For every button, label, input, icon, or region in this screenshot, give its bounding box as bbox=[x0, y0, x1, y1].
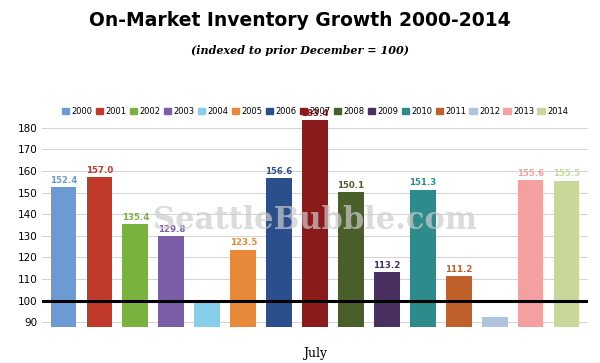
Text: 157.0: 157.0 bbox=[86, 166, 113, 175]
Bar bbox=[86, 178, 112, 363]
Text: 113.2: 113.2 bbox=[373, 261, 401, 270]
Text: 129.8: 129.8 bbox=[158, 225, 185, 234]
Bar bbox=[302, 120, 328, 363]
Bar bbox=[122, 224, 148, 363]
Text: 183.4: 183.4 bbox=[301, 109, 329, 118]
Bar bbox=[194, 302, 220, 363]
Bar bbox=[266, 178, 292, 363]
Text: 152.4: 152.4 bbox=[50, 176, 77, 185]
Text: (indexed to prior December = 100): (indexed to prior December = 100) bbox=[191, 45, 409, 56]
Text: July: July bbox=[303, 347, 327, 360]
Text: 151.3: 151.3 bbox=[409, 178, 436, 187]
Text: 123.5: 123.5 bbox=[230, 238, 257, 247]
Text: 92.3: 92.3 bbox=[484, 320, 505, 329]
Text: 111.2: 111.2 bbox=[445, 265, 472, 274]
Bar bbox=[446, 277, 472, 363]
Text: 155.6: 155.6 bbox=[517, 169, 544, 178]
Bar bbox=[158, 236, 184, 363]
Text: 99.6: 99.6 bbox=[197, 304, 218, 313]
Bar bbox=[518, 180, 544, 363]
Bar bbox=[554, 181, 580, 363]
Text: 150.1: 150.1 bbox=[337, 181, 364, 190]
Text: 155.5: 155.5 bbox=[553, 169, 580, 178]
Bar bbox=[338, 192, 364, 363]
Text: On-Market Inventory Growth 2000-2014: On-Market Inventory Growth 2000-2014 bbox=[89, 11, 511, 30]
Legend: 2000, 2001, 2002, 2003, 2004, 2005, 2006, 2007, 2008, 2009, 2010, 2011, 2012, 20: 2000, 2001, 2002, 2003, 2004, 2005, 2006… bbox=[61, 106, 569, 117]
Bar bbox=[482, 317, 508, 363]
Bar bbox=[230, 250, 256, 363]
Text: 135.4: 135.4 bbox=[122, 212, 149, 221]
Bar bbox=[410, 190, 436, 363]
Bar bbox=[50, 187, 76, 363]
Text: SeattleBubble.com: SeattleBubble.com bbox=[153, 205, 477, 236]
Text: 156.6: 156.6 bbox=[265, 167, 293, 176]
Bar bbox=[374, 272, 400, 363]
